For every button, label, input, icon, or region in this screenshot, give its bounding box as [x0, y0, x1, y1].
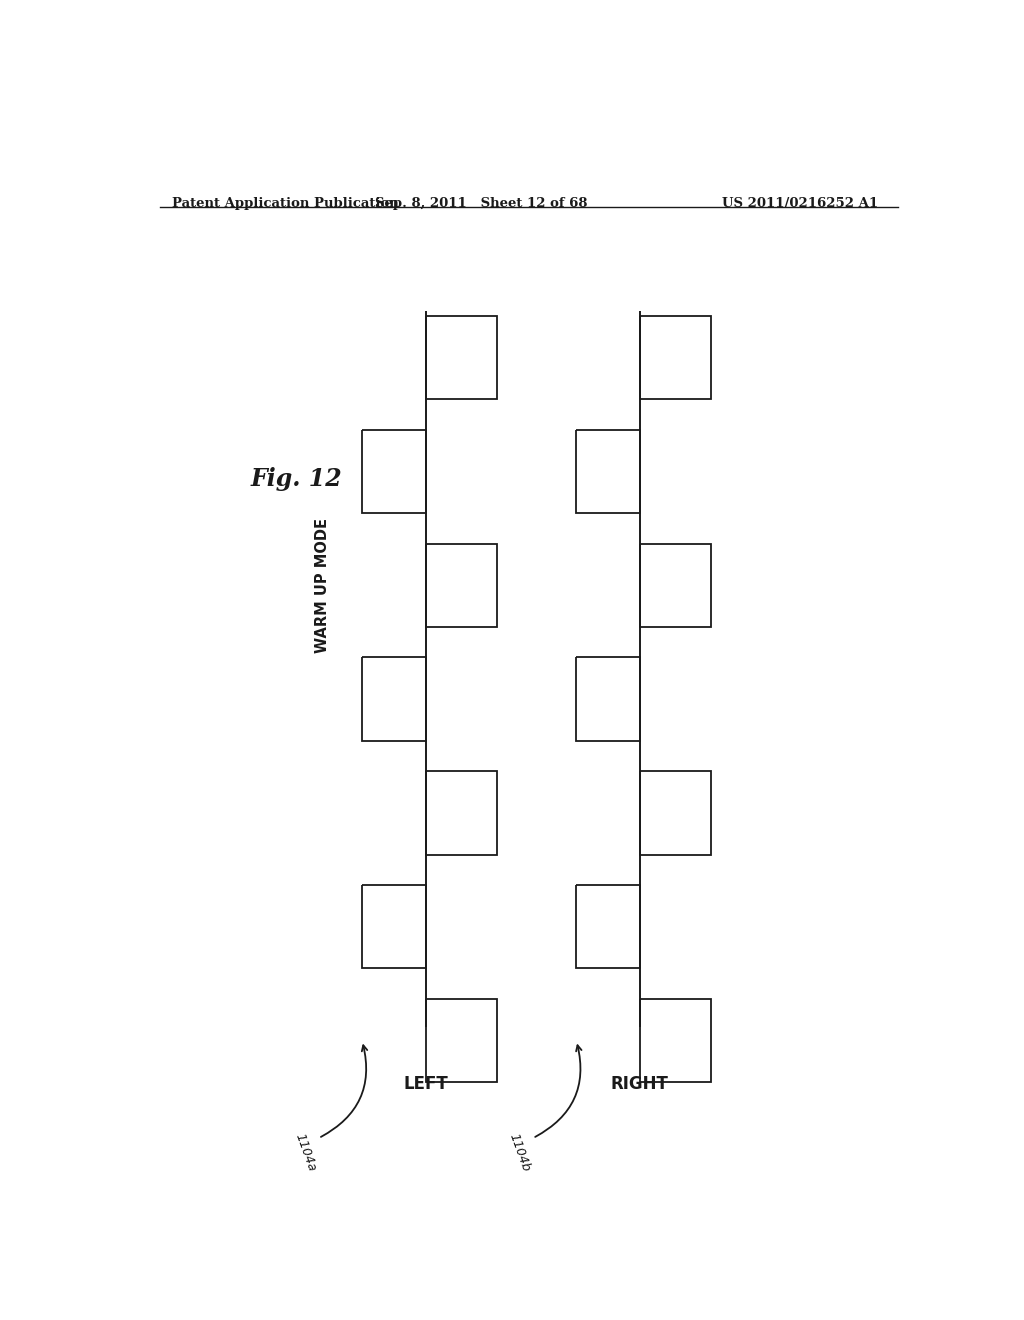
Text: US 2011/0216252 A1: US 2011/0216252 A1: [722, 197, 878, 210]
Text: WARM UP MODE: WARM UP MODE: [315, 517, 330, 653]
Text: Sep. 8, 2011   Sheet 12 of 68: Sep. 8, 2011 Sheet 12 of 68: [375, 197, 588, 210]
Text: LEFT: LEFT: [403, 1076, 447, 1093]
Text: Patent Application Publication: Patent Application Publication: [172, 197, 398, 210]
Text: Fig. 12: Fig. 12: [251, 466, 343, 491]
Text: 1104a: 1104a: [292, 1131, 317, 1172]
Text: RIGHT: RIGHT: [611, 1076, 669, 1093]
Text: 1104b: 1104b: [506, 1131, 532, 1173]
